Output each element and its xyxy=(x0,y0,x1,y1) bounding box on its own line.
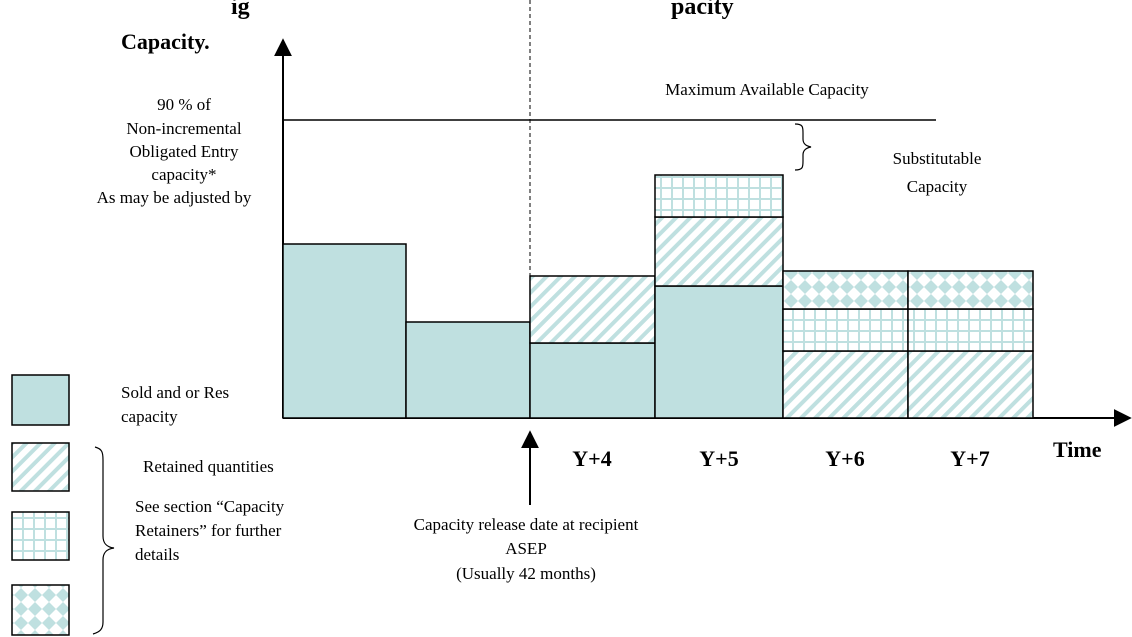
legend-swatch-grid xyxy=(12,512,69,560)
legend-sold-line-2: capacity xyxy=(121,407,178,426)
substitutable-label-line-2: Capacity xyxy=(907,177,968,196)
year-label-y6: Y+6 xyxy=(825,446,864,471)
capacity-bars xyxy=(283,175,1033,418)
x-axis-label: Time xyxy=(1053,437,1102,462)
bar-2-sold xyxy=(406,322,530,418)
legend-see-section-line-2: Retainers” for further xyxy=(135,521,282,540)
bar-y7-retained-diagonal xyxy=(908,351,1033,418)
left-note-line-1: 90 % of xyxy=(157,95,211,114)
bar-y5-retained-grid xyxy=(655,175,783,217)
bar-y4-retained-diagonal xyxy=(530,276,655,343)
header-fragment-right: pacity xyxy=(671,0,734,20)
left-note-line-5: As may be adjusted by xyxy=(97,188,252,207)
legend-swatch-diagonal xyxy=(12,443,69,491)
release-note-line-3: (Usually 42 months) xyxy=(456,564,596,583)
bar-y6-retained-grid xyxy=(783,309,908,351)
legend-swatch-sold xyxy=(12,375,69,425)
left-note-line-4: capacity* xyxy=(151,165,216,184)
bar-y5-sold xyxy=(655,286,783,418)
bar-y7-retained-grid xyxy=(908,309,1033,351)
bar-y6-retained-diamond xyxy=(783,271,908,309)
bar-y6-retained-diagonal xyxy=(783,351,908,418)
left-note-line-3: Obligated Entry xyxy=(129,142,239,161)
legend-see-section-line-1: See section “Capacity xyxy=(135,497,285,516)
substitutable-brace xyxy=(795,124,811,170)
bar-y4-sold xyxy=(530,343,655,418)
left-note: 90 % of Non-incremental Obligated Entry … xyxy=(97,95,252,207)
header-fragment-left: ig xyxy=(231,0,250,20)
bar-1-sold xyxy=(283,244,406,418)
release-note-line-2: ASEP xyxy=(505,539,547,558)
bar-y7-retained-diamond xyxy=(908,271,1033,309)
year-label-y5: Y+5 xyxy=(699,446,738,471)
substitutable-label-line-1: Substitutable xyxy=(893,149,982,168)
bar-y5-retained-diagonal xyxy=(655,217,783,286)
year-label-y4: Y+4 xyxy=(572,446,611,471)
legend-see-section-line-3: details xyxy=(135,545,179,564)
legend-brace xyxy=(93,447,114,634)
legend: Sold and or Res capacity Retained quanti… xyxy=(12,375,285,635)
legend-swatch-diamond xyxy=(12,585,69,635)
legend-retained-label: Retained quantities xyxy=(143,457,274,476)
release-note-line-1: Capacity release date at recipient xyxy=(414,515,639,534)
legend-sold-line-1: Sold and or Res xyxy=(121,383,229,402)
y-axis-label: Capacity. xyxy=(121,29,210,54)
max-capacity-label: Maximum Available Capacity xyxy=(665,80,869,99)
left-note-line-2: Non-incremental xyxy=(126,119,241,138)
year-label-y7: Y+7 xyxy=(950,446,989,471)
